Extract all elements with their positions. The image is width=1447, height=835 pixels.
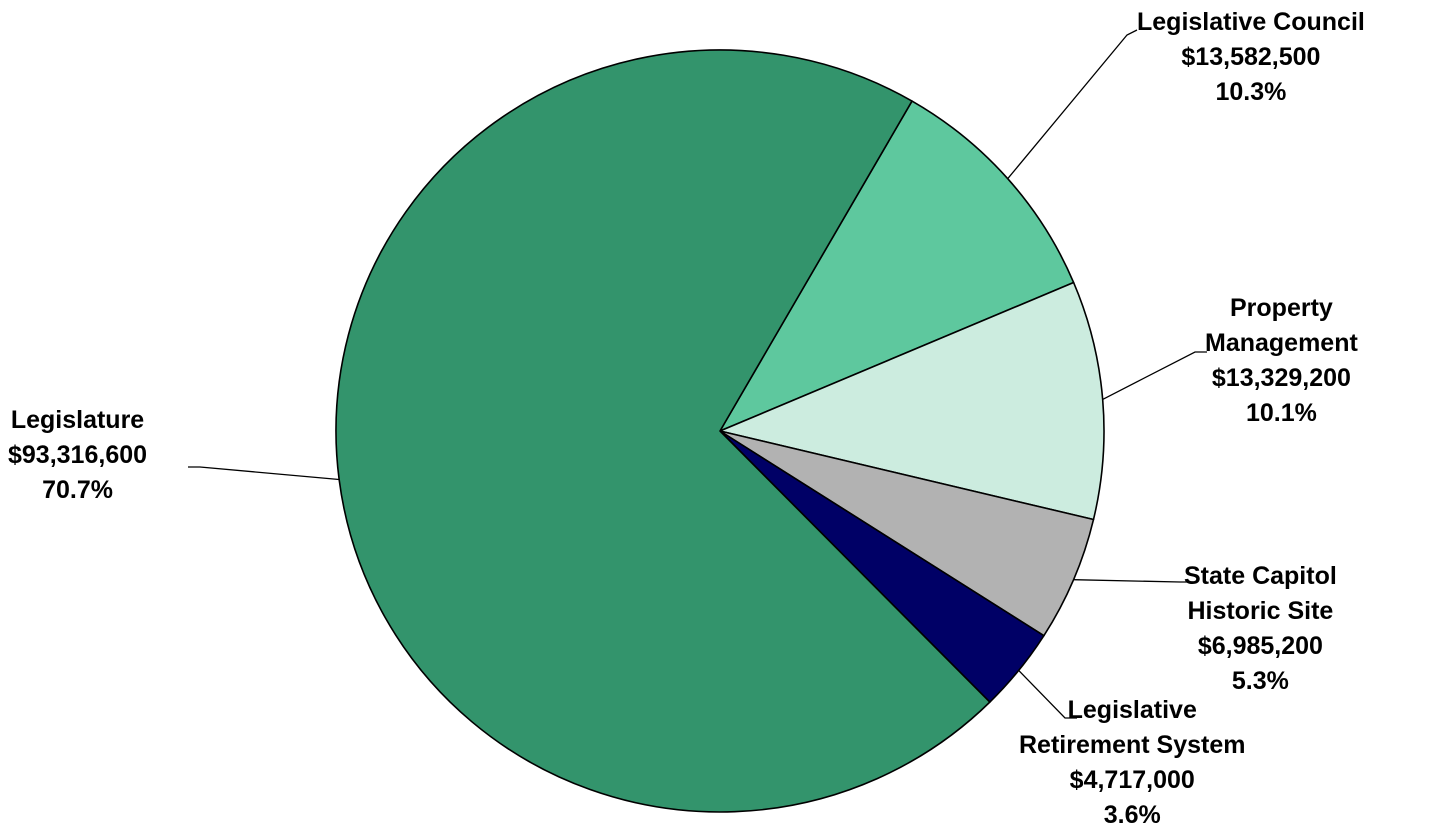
- label-legislature: Legislature $93,316,600 70.7%: [8, 403, 147, 508]
- pie-slices: [335, 49, 1105, 813]
- label-state-capitol-historic-site: State Capitol Historic Site $6,985,200 5…: [1184, 559, 1337, 699]
- pie-slice-property: [719, 281, 1105, 521]
- slice-value-label: $13,582,500: [1181, 43, 1321, 71]
- slice-name-line: Legislature: [10, 406, 145, 434]
- slice-value-label: $6,985,200: [1197, 632, 1323, 660]
- leader-line-retirement: [1018, 669, 1077, 719]
- leader-line-capitol: [1073, 579, 1193, 583]
- label-legislative-retirement-system: Legislative Retirement System $4,717,000…: [1019, 693, 1245, 833]
- slice-percent-label: 70.7%: [42, 476, 113, 504]
- slice-percent-label: 3.6%: [1103, 801, 1161, 829]
- label-property-management: Property Management $13,329,200 10.1%: [1205, 291, 1358, 431]
- slice-percent-label: 10.1%: [1245, 399, 1317, 427]
- slice-value-label: $93,316,600: [8, 441, 148, 469]
- leader-line-council: [1007, 29, 1138, 180]
- slice-percent-label: 10.3%: [1215, 78, 1287, 106]
- slice-name-line: Property: [1230, 294, 1333, 322]
- leader-lines: [188, 29, 1207, 719]
- slice-name-line: Legislative: [1067, 696, 1197, 724]
- slice-value-label: $4,717,000: [1069, 766, 1195, 794]
- label-legislative-council: Legislative Council $13,582,500 10.3%: [1137, 5, 1365, 110]
- slice-name-line: State Capitol: [1184, 562, 1337, 590]
- slice-name-line: Retirement System: [1019, 731, 1246, 759]
- leader-line-property: [1102, 351, 1207, 400]
- slice-value-label: $13,329,200: [1211, 364, 1351, 392]
- slice-percent-label: 5.3%: [1231, 667, 1289, 695]
- slice-name-line: Historic Site: [1187, 597, 1334, 625]
- leader-line-legislature: [188, 466, 340, 481]
- slice-name-line: Legislative Council: [1137, 8, 1365, 36]
- slice-name-line: Management: [1205, 329, 1358, 357]
- pie-slice-legislature: [335, 49, 991, 813]
